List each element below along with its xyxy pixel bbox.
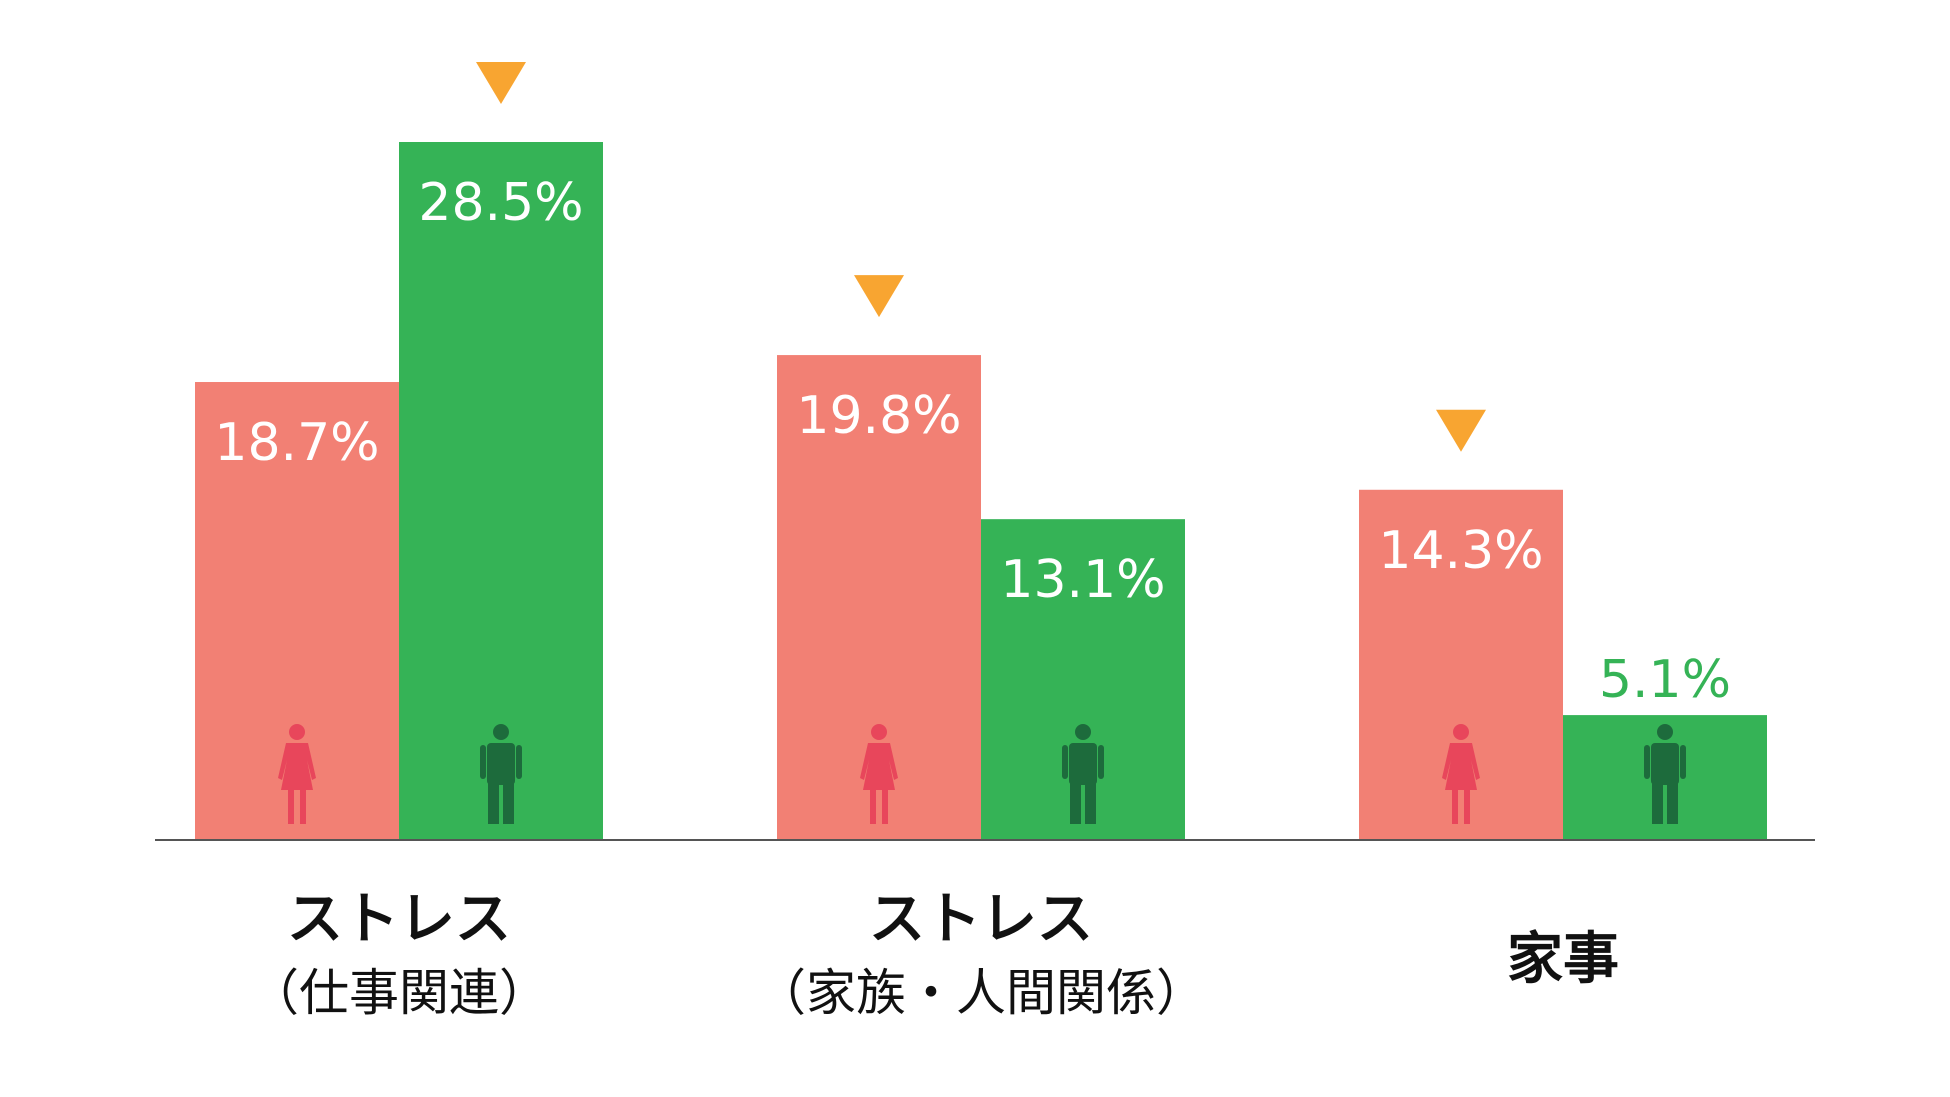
- value-label: 28.5%: [418, 173, 583, 233]
- female-icon: [278, 724, 316, 824]
- category-labels-layer: ストレス （仕事関連） ストレス （家族・人間関係） 家事: [249, 887, 1619, 1022]
- category-label: ストレス: [287, 887, 511, 952]
- bars-layer: [195, 142, 1767, 840]
- value-label: 18.7%: [214, 413, 379, 473]
- category-label: ストレス: [869, 887, 1093, 952]
- male-icon: [1062, 724, 1104, 824]
- markers-layer: [476, 62, 1486, 452]
- male-icon: [1644, 724, 1686, 824]
- down-triangle-icon: [476, 62, 526, 104]
- female-icon: [1442, 724, 1480, 824]
- down-triangle-icon: [854, 275, 904, 318]
- category-sublabel: （仕事関連）: [249, 964, 549, 1022]
- value-label: 19.8%: [796, 386, 961, 446]
- bar: [399, 142, 603, 840]
- value-label: 14.3%: [1378, 521, 1543, 581]
- down-triangle-icon: [1436, 409, 1486, 452]
- bar: [981, 519, 1185, 840]
- female-icon: [860, 724, 898, 824]
- category-label: 家事: [1507, 927, 1619, 992]
- category-sublabel: （家族・人間関係）: [756, 964, 1206, 1022]
- icons-layer: [278, 724, 1686, 824]
- value-label: 5.1%: [1599, 650, 1731, 710]
- value-labels-layer: 18.7% 28.5% 19.8% 13.1% 14.3% 5.1%: [214, 173, 1731, 710]
- value-label: 13.1%: [1000, 550, 1165, 610]
- male-icon: [480, 724, 522, 824]
